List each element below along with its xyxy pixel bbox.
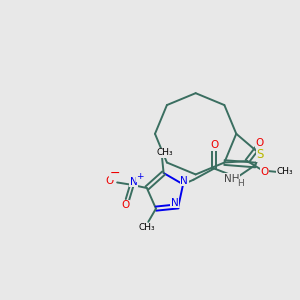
- Text: O: O: [122, 200, 130, 210]
- Text: O: O: [256, 138, 264, 148]
- Text: CH₃: CH₃: [139, 223, 155, 232]
- Text: O: O: [260, 167, 268, 177]
- Text: +: +: [136, 172, 144, 181]
- Text: CH₃: CH₃: [277, 167, 293, 176]
- Text: N: N: [171, 198, 179, 208]
- Text: N: N: [180, 176, 188, 186]
- Text: S: S: [256, 148, 264, 161]
- Text: H: H: [237, 179, 244, 188]
- Text: O: O: [210, 140, 218, 150]
- Text: NH: NH: [224, 174, 240, 184]
- Text: CH₃: CH₃: [156, 148, 173, 157]
- Text: −: −: [110, 167, 120, 179]
- Text: N: N: [130, 177, 138, 187]
- Text: O: O: [105, 176, 114, 186]
